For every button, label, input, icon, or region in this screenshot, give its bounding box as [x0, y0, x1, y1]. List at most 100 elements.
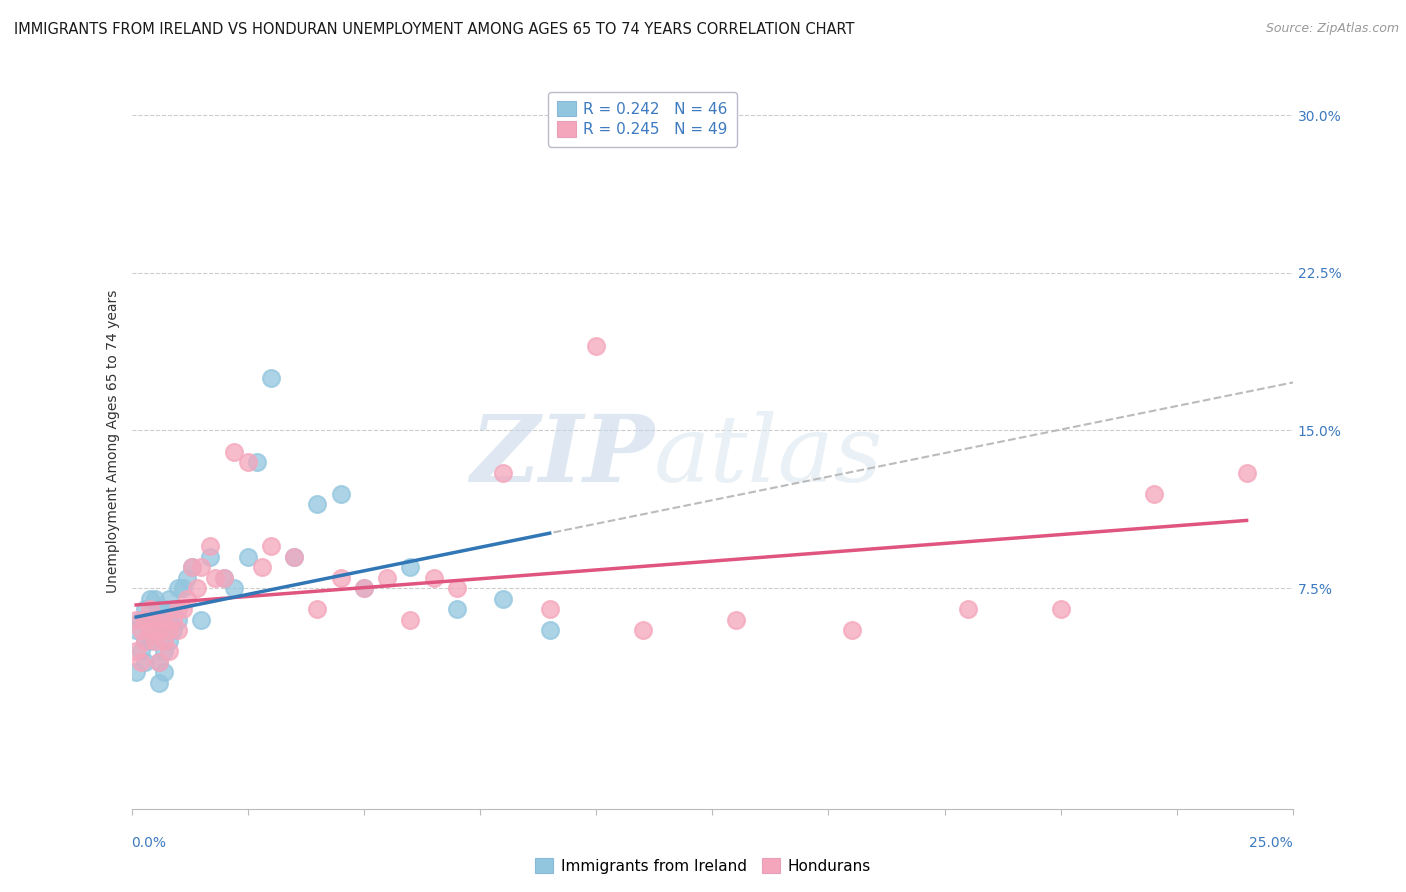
Point — [143, 624, 166, 638]
Point — [446, 581, 468, 595]
Point — [180, 560, 202, 574]
Point — [139, 613, 162, 627]
Point — [143, 633, 166, 648]
Point — [841, 624, 863, 638]
Point — [125, 624, 148, 638]
Text: 0.0%: 0.0% — [132, 836, 166, 850]
Point — [283, 549, 305, 564]
Point — [1143, 486, 1166, 500]
Point — [236, 549, 259, 564]
Point — [148, 602, 170, 616]
Point — [134, 602, 156, 616]
Point — [585, 339, 607, 353]
Point — [148, 676, 170, 690]
Point — [139, 624, 162, 638]
Point — [538, 602, 561, 616]
Point — [190, 560, 212, 574]
Point — [157, 624, 180, 638]
Point — [134, 613, 156, 627]
Point — [492, 591, 515, 606]
Point — [129, 613, 152, 627]
Point — [260, 371, 283, 385]
Text: IMMIGRANTS FROM IRELAND VS HONDURAN UNEMPLOYMENT AMONG AGES 65 TO 74 YEARS CORRE: IMMIGRANTS FROM IRELAND VS HONDURAN UNEM… — [14, 22, 855, 37]
Point — [153, 613, 176, 627]
Point — [246, 455, 269, 469]
Point — [186, 581, 208, 595]
Point — [956, 602, 979, 616]
Point — [399, 560, 422, 574]
Point — [125, 665, 148, 680]
Point — [422, 571, 444, 585]
Point — [200, 549, 222, 564]
Point — [139, 602, 162, 616]
Point — [148, 613, 170, 627]
Point — [200, 539, 222, 553]
Point — [176, 571, 198, 585]
Point — [167, 624, 190, 638]
Point — [153, 644, 176, 658]
Point — [148, 624, 170, 638]
Point — [157, 591, 180, 606]
Point — [214, 571, 236, 585]
Text: ZIP: ZIP — [470, 410, 654, 500]
Point — [375, 571, 398, 585]
Point — [538, 624, 561, 638]
Point — [129, 655, 152, 669]
Point — [172, 602, 194, 616]
Point — [329, 486, 352, 500]
Point — [329, 571, 352, 585]
Point — [399, 613, 422, 627]
Point — [446, 602, 468, 616]
Point — [204, 571, 226, 585]
Point — [307, 602, 329, 616]
Legend: R = 0.242   N = 46, R = 0.245   N = 49: R = 0.242 N = 46, R = 0.245 N = 49 — [548, 92, 737, 146]
Point — [129, 624, 152, 638]
Point — [167, 581, 190, 595]
Point — [143, 591, 166, 606]
Point — [139, 633, 162, 648]
Point — [134, 633, 156, 648]
Point — [167, 613, 190, 627]
Text: Source: ZipAtlas.com: Source: ZipAtlas.com — [1265, 22, 1399, 36]
Point — [162, 613, 184, 627]
Point — [250, 560, 273, 574]
Point — [125, 644, 148, 658]
Point — [157, 613, 180, 627]
Point — [167, 602, 190, 616]
Point — [162, 602, 184, 616]
Point — [353, 581, 375, 595]
Text: 25.0%: 25.0% — [1250, 836, 1294, 850]
Point — [153, 624, 176, 638]
Point — [157, 633, 180, 648]
Point — [176, 591, 198, 606]
Point — [222, 444, 245, 458]
Point — [125, 613, 148, 627]
Point — [214, 571, 236, 585]
Point — [492, 466, 515, 480]
Point — [631, 624, 654, 638]
Point — [153, 602, 176, 616]
Point — [153, 665, 176, 680]
Point — [172, 581, 194, 595]
Point — [148, 655, 170, 669]
Point — [157, 644, 180, 658]
Point — [724, 613, 747, 627]
Point — [353, 581, 375, 595]
Point — [134, 655, 156, 669]
Text: atlas: atlas — [654, 410, 884, 500]
Point — [143, 613, 166, 627]
Point — [153, 633, 176, 648]
Point — [283, 549, 305, 564]
Point — [1049, 602, 1071, 616]
Point — [180, 560, 202, 574]
Point — [139, 591, 162, 606]
Point — [143, 613, 166, 627]
Point — [307, 497, 329, 511]
Point — [236, 455, 259, 469]
Point — [162, 624, 184, 638]
Y-axis label: Unemployment Among Ages 65 to 74 years: Unemployment Among Ages 65 to 74 years — [107, 289, 121, 592]
Point — [1236, 466, 1258, 480]
Point — [148, 655, 170, 669]
Point — [190, 613, 212, 627]
Point — [134, 633, 156, 648]
